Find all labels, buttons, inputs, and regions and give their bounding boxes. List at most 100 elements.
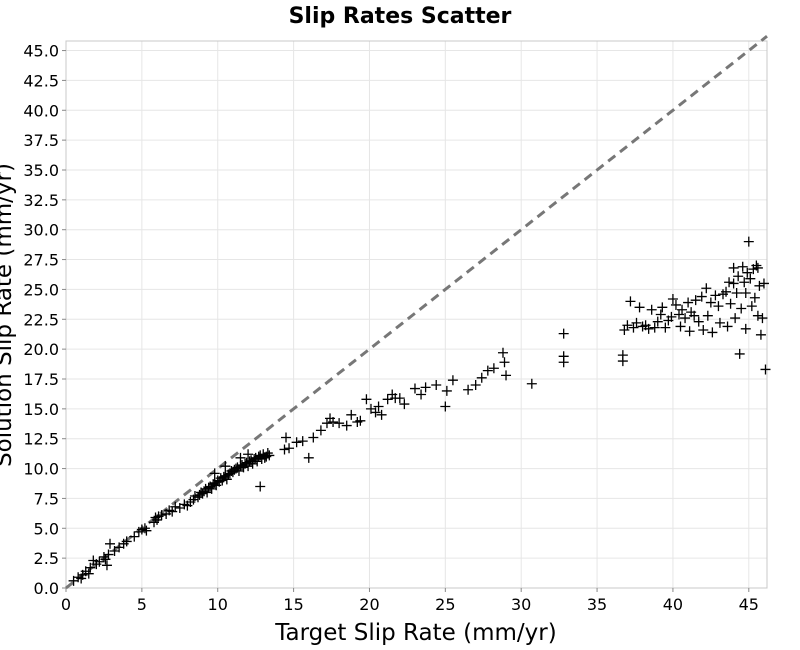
data-point <box>308 432 319 443</box>
data-point <box>558 328 569 339</box>
data-point <box>376 409 387 420</box>
data-point <box>399 399 410 410</box>
data-point <box>740 323 751 334</box>
data-point <box>252 456 263 467</box>
y-tick-label: 0.0 <box>34 579 59 598</box>
data-point <box>733 271 744 282</box>
data-point <box>752 262 763 273</box>
y-tick-label: 22.5 <box>23 310 59 329</box>
data-point <box>264 450 275 461</box>
data-point <box>745 273 756 284</box>
data-point <box>243 461 254 472</box>
data-point <box>470 379 481 390</box>
data-point <box>730 313 741 324</box>
x-tick-label: 20 <box>359 595 379 614</box>
data-point <box>755 329 766 340</box>
data-point <box>463 384 474 395</box>
y-tick-label: 25.0 <box>23 280 59 299</box>
data-point <box>760 364 771 375</box>
x-axis-title: Target Slip Rate (mm/yr) <box>274 620 556 646</box>
data-point <box>291 437 302 448</box>
reference-line <box>65 35 768 590</box>
data-point <box>303 452 314 463</box>
data-point <box>420 382 431 393</box>
data-point <box>341 420 352 431</box>
data-point <box>139 523 150 534</box>
grid-lines <box>65 41 767 589</box>
data-point <box>731 288 742 299</box>
y-tick-label: 12.5 <box>23 430 59 449</box>
chart-title: Slip Rates Scatter <box>289 4 512 29</box>
data-point <box>677 304 688 315</box>
data-point <box>355 415 366 426</box>
data-point <box>742 267 753 278</box>
y-tick-label: 32.5 <box>23 191 59 210</box>
data-point <box>710 290 721 301</box>
data-point <box>431 379 442 390</box>
y-tick-label: 2.5 <box>34 549 59 568</box>
data-point <box>757 313 768 324</box>
y-tick-label: 37.5 <box>23 131 59 150</box>
data-point <box>666 311 677 322</box>
data-point <box>476 372 487 383</box>
data-point <box>670 299 681 310</box>
data-point <box>499 357 510 368</box>
data-point <box>657 302 668 313</box>
data-point <box>728 278 739 289</box>
data-point <box>209 468 220 479</box>
data-point <box>660 322 671 333</box>
data-point <box>255 481 266 492</box>
data-point <box>370 407 381 418</box>
x-tick-label: 45 <box>739 595 759 614</box>
data-point <box>98 551 109 562</box>
data-point <box>235 452 246 463</box>
data-point <box>262 448 273 459</box>
data-point <box>373 401 384 412</box>
data-point <box>725 298 736 309</box>
data-point <box>497 347 508 358</box>
data-point <box>447 375 458 386</box>
data-point <box>721 286 732 297</box>
data-point <box>558 357 569 368</box>
y-tick-label: 10.0 <box>23 460 59 479</box>
y-tick-label: 15.0 <box>23 400 59 419</box>
data-point <box>643 323 654 334</box>
data-point <box>105 538 116 549</box>
y-axis-title: Solution Slip Rate (mm/yr) <box>0 163 17 467</box>
data-point <box>683 297 694 308</box>
data-point <box>649 322 660 333</box>
data-point <box>284 443 295 454</box>
data-point <box>751 260 762 271</box>
data-point <box>752 310 763 321</box>
data-point <box>702 310 713 321</box>
data-point <box>482 365 493 376</box>
data-point <box>281 432 292 443</box>
data-point <box>328 416 339 427</box>
data-point <box>622 320 633 331</box>
data-point <box>646 304 657 315</box>
data-point <box>740 288 751 299</box>
y-tick-label: 7.5 <box>34 489 59 508</box>
data-point <box>129 531 140 542</box>
data-point <box>501 370 512 381</box>
data-point <box>737 261 748 272</box>
y-tick-label: 5.0 <box>34 519 59 538</box>
data-point <box>170 501 181 512</box>
data-point <box>247 458 258 469</box>
x-tick-label: 0 <box>61 595 71 614</box>
data-point <box>221 474 232 485</box>
data-points <box>68 236 771 586</box>
y-tick-label: 45.0 <box>23 42 59 61</box>
data-point <box>655 309 666 320</box>
x-tick-label: 40 <box>663 595 683 614</box>
data-point <box>713 301 724 312</box>
y-tick-label: 20.0 <box>23 340 59 359</box>
y-tick-label: 17.5 <box>23 370 59 389</box>
data-point <box>526 378 537 389</box>
data-point <box>758 278 769 289</box>
data-point <box>722 321 733 332</box>
data-point <box>746 301 757 312</box>
data-point <box>103 549 114 560</box>
data-point <box>279 444 290 455</box>
